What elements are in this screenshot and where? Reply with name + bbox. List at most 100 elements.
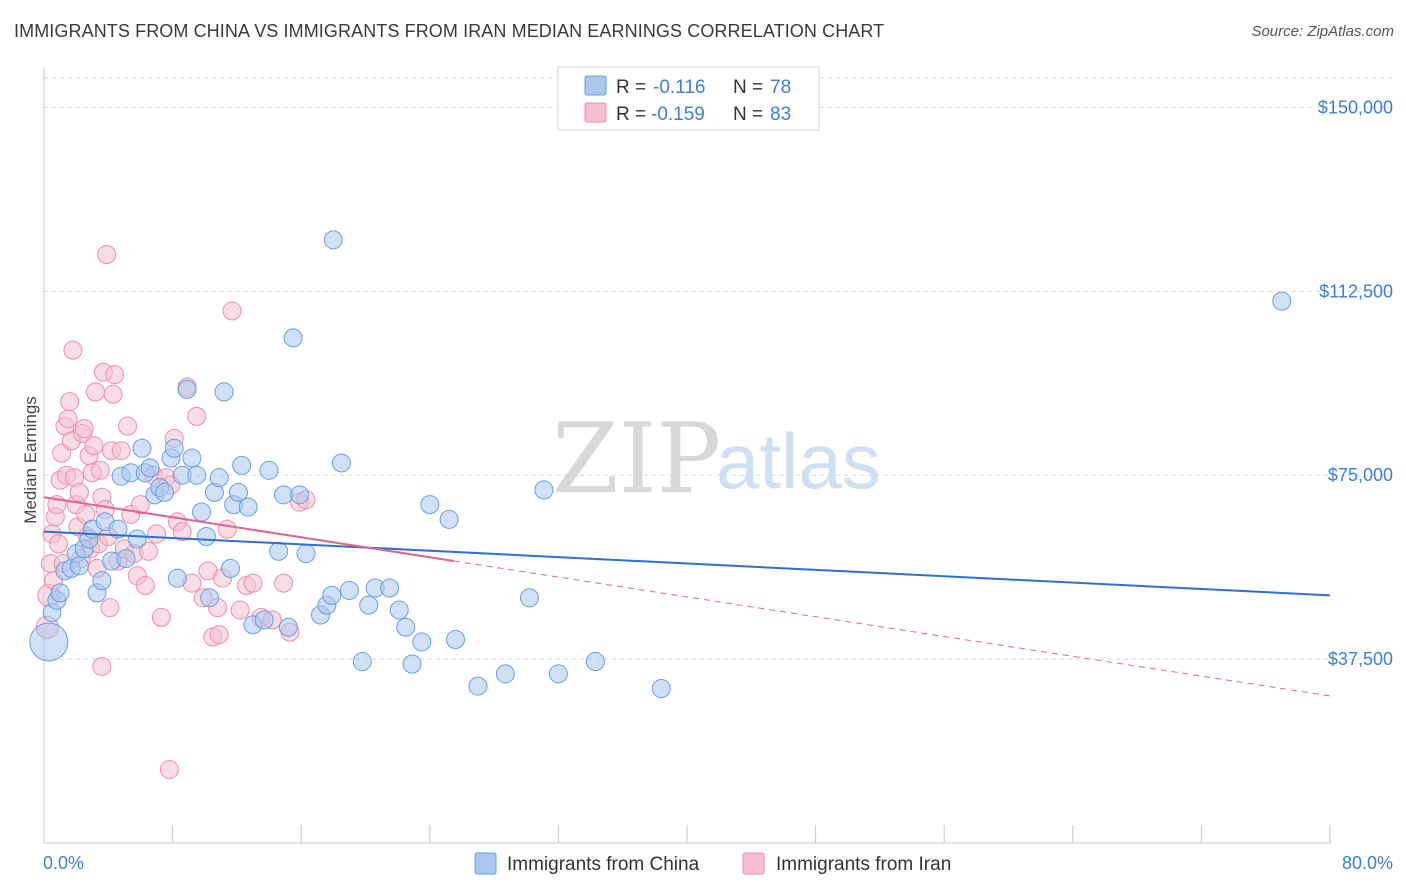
china-point: [519, 588, 539, 608]
china-point: [182, 448, 202, 468]
legend-swatch-china: [584, 75, 607, 96]
iran-point: [159, 759, 179, 779]
china-point: [229, 482, 249, 502]
iran-point: [69, 482, 89, 502]
china-point: [402, 654, 422, 674]
china-point: [323, 230, 343, 250]
china-point: [254, 610, 274, 630]
iran-point: [111, 441, 131, 461]
iran-trend-extension: [453, 560, 1331, 697]
china-point: [209, 468, 229, 488]
legend-iran-r-value: -0.159: [651, 104, 705, 125]
chart-title: IMMIGRANTS FROM CHINA VS IMMIGRANTS FROM…: [14, 21, 885, 41]
china-point: [177, 379, 197, 399]
iran-point: [84, 436, 104, 456]
china-point: [232, 455, 252, 475]
legend-china-r-value: -0.116: [653, 77, 705, 98]
china-point: [192, 502, 212, 522]
china-point: [290, 485, 310, 505]
legend-china-n-value: 78: [770, 77, 791, 98]
watermark-atlas: atlas: [716, 417, 881, 505]
china-point: [116, 549, 136, 569]
iran-point: [147, 524, 167, 544]
iran-point: [97, 245, 117, 265]
china-trend-line: [43, 530, 1331, 597]
china-point: [296, 544, 316, 564]
iran-point: [103, 384, 123, 404]
iran-point: [138, 541, 158, 561]
legend-iran-r-label: R =: [616, 104, 646, 125]
china-point: [585, 652, 605, 672]
iran-point: [100, 598, 120, 618]
legend-china-n-label: N =: [733, 77, 763, 98]
iran-point: [130, 495, 150, 515]
china-point: [92, 571, 112, 591]
china-point: [359, 595, 379, 615]
y-tick-label: $150,000: [1318, 97, 1393, 117]
bottom-legend-iran: Immigrants from Iran: [776, 854, 951, 875]
legend-china-r-label: R =: [616, 77, 646, 98]
iran-point: [209, 625, 229, 645]
iran-point: [74, 419, 94, 439]
china-point: [420, 495, 440, 515]
china-point: [283, 328, 303, 348]
iran-point: [105, 365, 125, 385]
china-point: [651, 679, 671, 699]
china-point: [278, 617, 298, 637]
china-point: [50, 583, 70, 603]
legend-iran-n-value: 83: [770, 104, 791, 125]
iran-point: [85, 382, 105, 402]
china-point: [380, 578, 400, 598]
bottom-legend-china: Immigrants from China: [507, 854, 700, 875]
china-point: [164, 438, 184, 458]
china-point: [352, 652, 372, 672]
iran-point: [58, 409, 78, 429]
trend-lines: [43, 496, 1331, 697]
iran-trend-line: [43, 496, 455, 563]
china-point: [439, 509, 459, 529]
china-point: [396, 617, 416, 637]
bottom-legend: Immigrants from China Immigrants from Ir…: [474, 852, 951, 875]
y-tick-label: $112,500: [1319, 281, 1393, 301]
iran-point: [63, 340, 83, 360]
bottom-legend-swatch-china: [474, 852, 497, 875]
china-point: [238, 497, 258, 517]
iran-point: [48, 534, 68, 554]
china-point: [127, 529, 147, 549]
y-tick-label: $37,500: [1328, 649, 1393, 669]
china-point: [187, 465, 207, 485]
axes: [43, 68, 1331, 844]
china-point: [196, 527, 216, 547]
iran-point: [222, 301, 242, 321]
x-tick-min: 0.0%: [43, 853, 84, 873]
china-point: [167, 568, 187, 588]
legend-swatch-iran: [584, 102, 607, 123]
china-point: [214, 382, 234, 402]
china-point: [495, 664, 515, 684]
china-point: [389, 600, 409, 620]
china-point: [322, 585, 342, 605]
china-point: [412, 632, 432, 652]
iran-point: [217, 519, 237, 539]
china-point: [155, 482, 175, 502]
china-point: [140, 458, 160, 478]
china-point: [108, 519, 128, 539]
iran-point: [243, 573, 263, 593]
china-point: [220, 558, 240, 578]
gridlines: [44, 77, 1395, 660]
iran-point: [274, 573, 294, 593]
china-point: [274, 485, 294, 505]
iran-point: [118, 416, 138, 436]
legend-iran-n-label: N =: [733, 104, 763, 125]
china-point: [69, 556, 89, 576]
watermark-zip: ZIP: [552, 403, 721, 515]
china-point: [548, 664, 568, 684]
y-axis-label: Median Earnings: [21, 396, 40, 524]
iran-points: [35, 245, 316, 779]
china-point: [331, 453, 351, 473]
china-point: [446, 629, 466, 649]
iran-point: [172, 522, 192, 542]
iran-point: [135, 576, 155, 596]
china-point: [468, 676, 488, 696]
